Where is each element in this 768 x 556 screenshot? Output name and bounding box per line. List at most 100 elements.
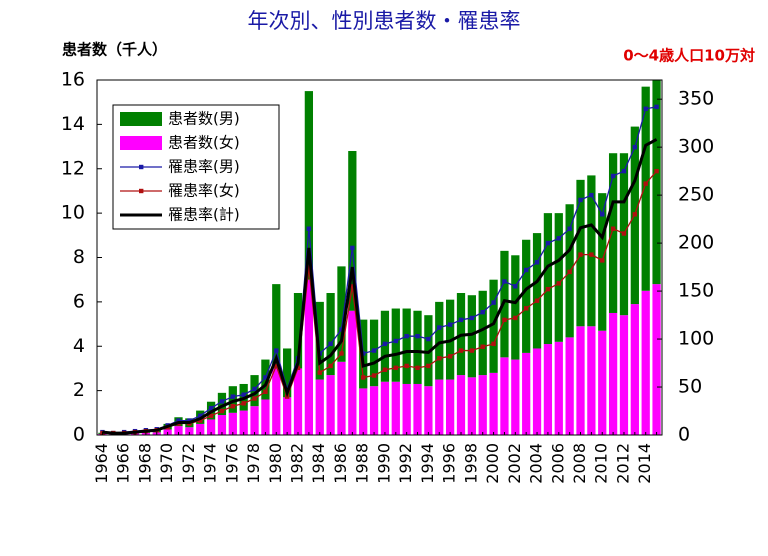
marker xyxy=(252,386,257,392)
y-tick-label: 14 xyxy=(61,113,85,135)
bar xyxy=(456,375,466,435)
marker xyxy=(480,309,485,315)
marker xyxy=(350,284,355,289)
marker xyxy=(361,375,366,380)
bar xyxy=(228,386,237,413)
y-tick-label: 16 xyxy=(61,69,85,91)
bar xyxy=(467,295,476,378)
marker xyxy=(263,375,268,380)
bar xyxy=(489,372,498,435)
bar xyxy=(239,410,248,435)
marker xyxy=(339,351,344,356)
bar xyxy=(413,383,422,435)
marker xyxy=(415,333,420,339)
x-tick-label: 2012 xyxy=(613,443,632,484)
bar xyxy=(511,359,520,435)
marker xyxy=(404,333,409,339)
bar xyxy=(359,388,368,435)
bar xyxy=(315,301,324,380)
x-tick-label: 2008 xyxy=(570,443,589,484)
bar xyxy=(304,91,314,280)
marker xyxy=(513,315,518,321)
marker xyxy=(426,363,431,369)
x-tick-label: 2006 xyxy=(548,443,567,484)
marker xyxy=(469,348,475,353)
marker xyxy=(437,356,442,361)
marker xyxy=(502,317,507,323)
bar xyxy=(543,213,553,345)
marker xyxy=(208,405,214,411)
marker xyxy=(371,373,377,378)
bar xyxy=(391,381,400,435)
marker xyxy=(534,260,540,265)
bar xyxy=(217,392,227,416)
legend: 患者数(男) 患者数(女) 罹患率(男) 罹患率(女) 罹患率(計) xyxy=(112,104,280,230)
bar xyxy=(445,379,455,435)
marker xyxy=(567,226,572,231)
marker xyxy=(610,226,616,231)
marker xyxy=(306,264,312,270)
marker xyxy=(523,306,529,311)
bar xyxy=(522,239,531,353)
y-axis-label: 患者数（千人） xyxy=(62,41,167,59)
marker xyxy=(632,212,638,217)
y2-tick-label: 50 xyxy=(678,376,702,398)
bar xyxy=(652,80,661,285)
marker xyxy=(426,336,431,342)
marker xyxy=(230,404,236,409)
bar xyxy=(532,348,542,435)
y-tick-label: 12 xyxy=(61,157,85,179)
bar xyxy=(532,233,542,349)
marker xyxy=(317,370,322,375)
bar xyxy=(424,386,433,435)
marker xyxy=(643,181,648,186)
x-tick-label: 1990 xyxy=(374,443,393,484)
legend-label: 罹患率(男) xyxy=(168,158,240,176)
x-tick-label: 2000 xyxy=(483,443,502,484)
bar xyxy=(587,175,596,327)
x-tick-label: 1992 xyxy=(396,443,415,484)
x-tick-label: 1978 xyxy=(244,443,263,484)
legend-label: 罹患率(計) xyxy=(168,206,240,224)
y2-tick-label: 200 xyxy=(678,232,714,254)
y-tick-label: 6 xyxy=(73,290,85,312)
y2-tick-label: 350 xyxy=(678,88,714,110)
bar xyxy=(608,312,618,435)
marker xyxy=(241,392,246,397)
bar xyxy=(185,427,194,435)
x-tick-label: 1966 xyxy=(114,443,133,484)
marker xyxy=(458,348,464,353)
legend-swatch xyxy=(120,112,162,126)
bar xyxy=(478,375,487,435)
bar xyxy=(478,290,487,376)
marker xyxy=(230,394,236,399)
legend-marker xyxy=(139,164,144,170)
bar xyxy=(500,357,509,435)
marker xyxy=(643,106,648,111)
marker xyxy=(393,338,398,344)
bar xyxy=(206,419,216,435)
bar xyxy=(348,310,357,435)
marker xyxy=(252,396,257,401)
marker xyxy=(632,144,638,150)
bar xyxy=(380,381,390,435)
bar xyxy=(304,279,314,435)
bar xyxy=(522,352,531,435)
marker xyxy=(578,252,583,257)
bar xyxy=(619,315,629,435)
line xyxy=(102,106,657,434)
x-tick-label: 1996 xyxy=(440,443,459,484)
x-tick-label: 1986 xyxy=(331,443,350,484)
bar xyxy=(598,330,607,435)
bar xyxy=(565,337,574,435)
x-tick-label: 2010 xyxy=(592,443,611,484)
marker xyxy=(589,252,594,257)
x-tick-label: 2002 xyxy=(505,443,524,484)
bar xyxy=(608,153,618,313)
marker xyxy=(371,348,377,353)
chart-title: 年次別、性別患者数・罹患率 xyxy=(248,9,521,33)
marker xyxy=(621,231,627,236)
bar xyxy=(641,290,650,435)
line xyxy=(102,138,658,435)
